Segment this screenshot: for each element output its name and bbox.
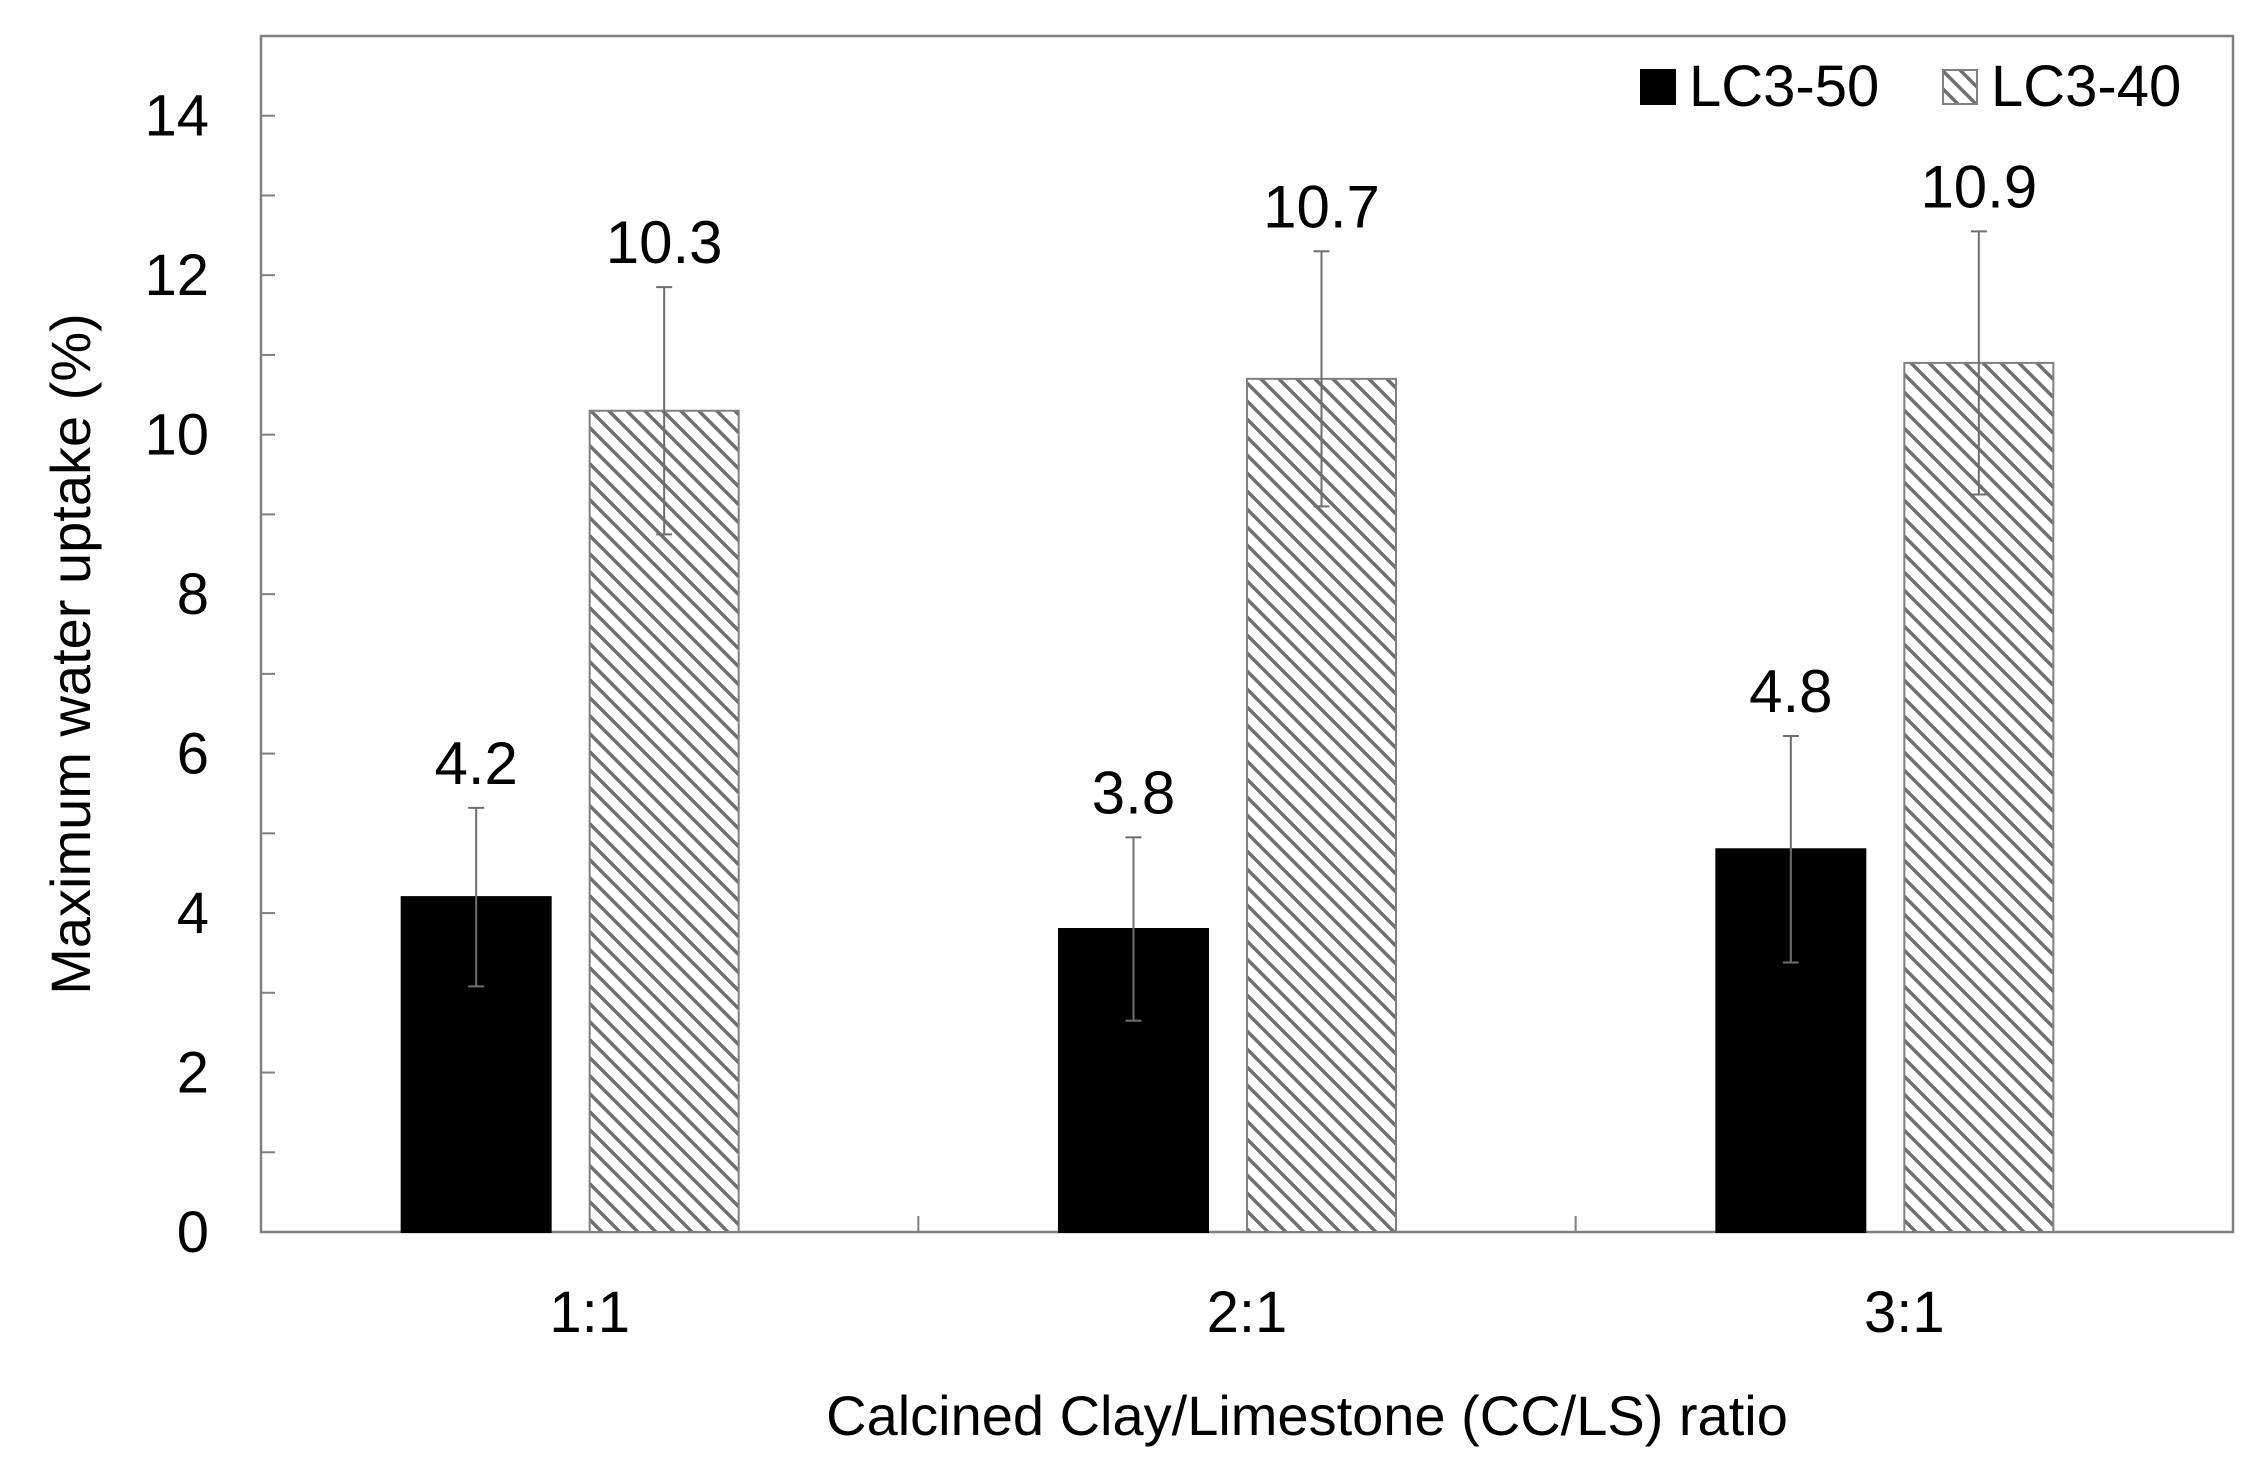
data-labels-layer: 4.2 3.8 4.8 10.3 10.7 10.9 bbox=[434, 153, 2037, 826]
y-tick-label: 2 bbox=[177, 1041, 209, 1106]
x-axis-title: Calcined Clay/Limestone (CC/LS) ratio bbox=[826, 1384, 1788, 1447]
bar-lc3-40-2-1 bbox=[1246, 377, 1397, 1233]
y-tick-label: 12 bbox=[144, 243, 209, 308]
error-bar bbox=[1970, 230, 1987, 496]
legend-item-lc3-50: LC3-50 bbox=[1640, 54, 1879, 119]
error-bar bbox=[1313, 250, 1330, 508]
legend: LC3-50 LC3-40 bbox=[1640, 54, 2181, 119]
y-tick-label: 8 bbox=[177, 562, 209, 627]
error-bar bbox=[656, 286, 673, 536]
legend-swatch bbox=[1942, 69, 1978, 105]
legend-swatch bbox=[1640, 69, 1676, 105]
bar-lc3-40-1-1 bbox=[588, 409, 740, 1234]
y-axis-title: Maximum water uptake (%) bbox=[39, 313, 102, 995]
data-label: 4.8 bbox=[1749, 658, 1832, 725]
error-bars-layer bbox=[468, 230, 1987, 1022]
x-tick-label: 2:1 bbox=[1207, 1280, 1288, 1345]
error-bar bbox=[468, 806, 485, 988]
y-tick-label: 0 bbox=[177, 1200, 209, 1265]
x-tick-label: 1:1 bbox=[549, 1280, 630, 1345]
data-label: 3.8 bbox=[1092, 759, 1175, 826]
bars-layer bbox=[400, 361, 2055, 1234]
data-label: 10.7 bbox=[1263, 173, 1380, 240]
y-tick-label: 4 bbox=[177, 881, 209, 946]
legend-item-lc3-40: LC3-40 bbox=[1942, 54, 2181, 119]
error-bar bbox=[1782, 735, 1799, 964]
y-tick-label: 10 bbox=[144, 403, 209, 468]
y-tick-label: 6 bbox=[177, 722, 209, 787]
data-label: 10.9 bbox=[1920, 153, 2037, 220]
axes-layer: 0 2 4 6 8 10 12 14 1:1 2:1 3:1 Calcined Clay/Limest… bbox=[39, 84, 1945, 1447]
x-tick-label: 3:1 bbox=[1864, 1280, 1945, 1345]
legend-label: LC3-50 bbox=[1689, 54, 1879, 119]
data-label: 10.3 bbox=[606, 209, 723, 276]
data-label: 4.2 bbox=[434, 730, 517, 797]
legend-label: LC3-40 bbox=[1991, 54, 2181, 119]
error-bar bbox=[1125, 836, 1142, 1022]
y-tick-label: 14 bbox=[144, 84, 209, 149]
bar-lc3-40-3-1 bbox=[1903, 361, 2055, 1233]
